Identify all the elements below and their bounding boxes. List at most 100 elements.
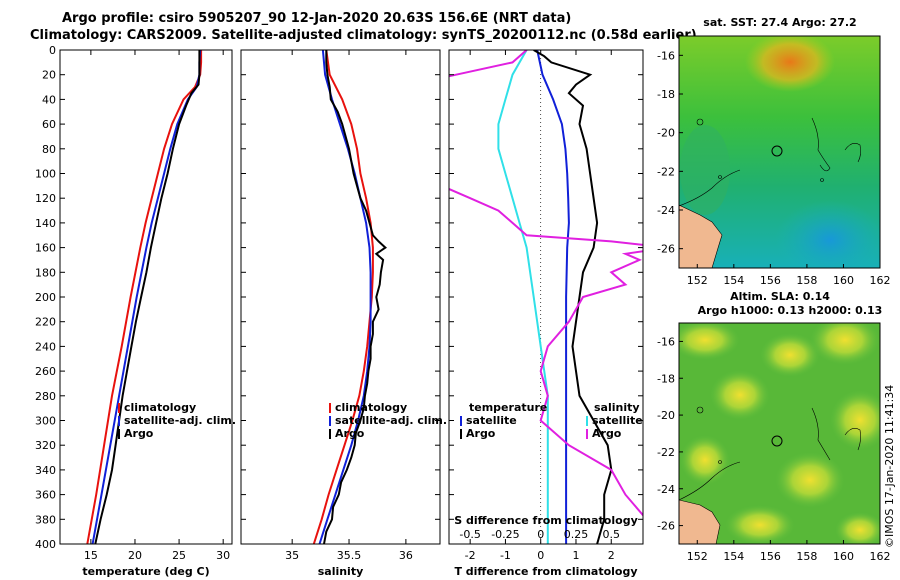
- sla-map-title: Altim. SLA: 0.14: [730, 290, 830, 303]
- y-tick-label: 220: [35, 316, 56, 329]
- figure-title-line2: Climatology: CARS2009. Satellite-adjuste…: [30, 28, 697, 43]
- s-tick-label: -0.5: [459, 528, 480, 541]
- map-x-tick-label: 158: [796, 550, 817, 563]
- legend-label: satellite-adj. clim.: [124, 414, 236, 427]
- difference-panel: -2 -1 0 1 2 T difference from climatology -0.5…: [448, 49, 644, 578]
- x-tick-label: 30: [216, 549, 230, 562]
- y-tick-label: 100: [35, 168, 56, 181]
- y-tick-label: 300: [35, 415, 56, 428]
- legend-title-salinity: salinity: [594, 401, 640, 414]
- map-y-tick-label: -18: [657, 372, 675, 385]
- legend-label: climatology: [335, 401, 407, 414]
- map-y-tick-label: -18: [657, 88, 675, 101]
- y-tick-label: 140: [35, 217, 56, 230]
- x-tick-label: 15: [84, 549, 98, 562]
- x-axis-label: temperature (deg C): [82, 565, 209, 578]
- map-y-tick-label: -20: [657, 409, 675, 422]
- map-x-tick-label: 162: [870, 274, 891, 287]
- map-y-tick-label: -22: [657, 165, 675, 178]
- map-y-tick-label: -22: [657, 446, 675, 459]
- map-y-tick-label: -20: [657, 127, 675, 140]
- s-axis-label: S difference from climatology: [454, 514, 638, 527]
- s-tick-label: 0.5: [603, 528, 621, 541]
- map-y-tick-label: -24: [657, 483, 675, 496]
- series-line-s-satellite: [497, 50, 549, 544]
- y-tick-label: 120: [35, 192, 56, 205]
- plot-background: [60, 50, 232, 544]
- x-tick-label: 35.5: [337, 549, 362, 562]
- map-x-tick-label: 154: [723, 550, 744, 563]
- x-tick-label: 36: [399, 549, 413, 562]
- y-tick-label: 400: [35, 538, 56, 551]
- s-tick-label: -0.25: [491, 528, 519, 541]
- y-tick-label: 340: [35, 464, 56, 477]
- y-tick-label: 380: [35, 513, 56, 526]
- plot-background: [449, 50, 643, 544]
- x-tick-label: 1: [572, 549, 579, 562]
- legend-label: satellite: [592, 414, 643, 427]
- legend-label: satellite-adj. clim.: [335, 414, 447, 427]
- x-axis-label: T difference from climatology: [454, 565, 637, 578]
- y-tick-label: 280: [35, 390, 56, 403]
- figure-title-line1: Argo profile: csiro 5905207_90 12-Jan-20…: [62, 11, 572, 26]
- series-line-argo: [323, 50, 388, 544]
- x-tick-label: 25: [172, 549, 186, 562]
- map-x-tick-label: 162: [870, 550, 891, 563]
- map-x-tick-label: 156: [760, 274, 781, 287]
- s-tick-label: 0: [537, 528, 544, 541]
- series-line-argo: [94, 50, 201, 544]
- imos-watermark: ©IMOS 17-Jan-2020 11:41:34: [883, 385, 896, 548]
- y-tick-label: 360: [35, 489, 56, 502]
- series-line-s-argo: [449, 50, 643, 517]
- legend-label: Argo: [335, 427, 365, 440]
- legend-title-temperature: temperature: [469, 401, 547, 414]
- x-axis-label: salinity: [318, 565, 364, 578]
- series-group: [86, 50, 203, 544]
- map-x-tick-label: 152: [687, 274, 708, 287]
- sla-map-subtitle: Argo h1000: 0.13 h2000: 0.13: [698, 304, 883, 317]
- legend-label: Argo: [466, 427, 496, 440]
- sst-map: sat. SST: 27.4 Argo: 27.2 152 154 156 158 16…: [657, 16, 890, 287]
- series-line-satellite-adj-clim-: [318, 50, 372, 544]
- plot-background: [241, 50, 440, 544]
- map-x-tick-label: 158: [796, 274, 817, 287]
- y-tick-label: 240: [35, 340, 56, 353]
- map-x-tick-label: 152: [687, 550, 708, 563]
- legend-label: Argo: [124, 427, 154, 440]
- y-tick-label: 320: [35, 439, 56, 452]
- x-tick-label: 2: [608, 549, 615, 562]
- y-tick-label: 0: [49, 44, 56, 57]
- y-tick-label: 20: [42, 69, 56, 82]
- series-group: [449, 50, 643, 544]
- map-x-tick-label: 154: [723, 274, 744, 287]
- y-tick-label: 40: [42, 93, 56, 106]
- x-tick-label: -2: [465, 549, 476, 562]
- series-line-t-satellite: [536, 50, 570, 544]
- x-tick-label: 35: [285, 549, 299, 562]
- temperature-panel: 15 20 25 3002040608010012014016018020022024…: [35, 44, 236, 578]
- y-tick-label: 200: [35, 291, 56, 304]
- sst-map-title: sat. SST: 27.4 Argo: 27.2: [703, 16, 856, 29]
- map-x-tick-label: 160: [833, 274, 854, 287]
- series-line-climatology: [312, 50, 374, 544]
- series-line-satellite-adj-clim-: [91, 50, 202, 544]
- map-y-tick-label: -26: [657, 243, 675, 256]
- y-tick-label: 80: [42, 143, 56, 156]
- argo-location-marker: [771, 145, 783, 157]
- legend-label: Argo: [592, 427, 622, 440]
- sla-map: Altim. SLA: 0.14 Argo h1000: 0.13 h2000:…: [657, 290, 890, 563]
- y-tick-label: 260: [35, 365, 56, 378]
- x-tick-label: 0: [537, 549, 544, 562]
- series-group: [312, 50, 388, 544]
- map-y-tick-label: -24: [657, 204, 675, 217]
- salinity-panel: 35 35.5 36 salinity climatologysatellite-adj…: [240, 49, 447, 578]
- map-y-tick-label: -26: [657, 520, 675, 533]
- series-line-t-argo: [533, 50, 613, 544]
- argo-location-marker-sla: [771, 435, 783, 447]
- map-x-tick-label: 160: [833, 550, 854, 563]
- x-tick-label: -1: [500, 549, 511, 562]
- s-tick-label: 0.25: [564, 528, 589, 541]
- legend-label: climatology: [124, 401, 196, 414]
- legend-label: satellite: [466, 414, 517, 427]
